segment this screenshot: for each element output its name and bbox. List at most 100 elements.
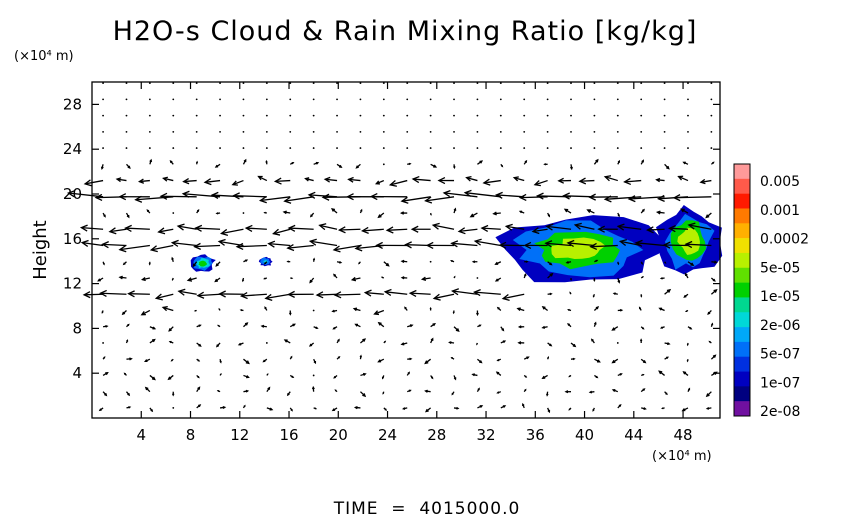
- x-tick-label: 16: [279, 426, 298, 444]
- wind-vector: [663, 82, 666, 85]
- wind-vector: [102, 356, 106, 360]
- wind-vector: [424, 358, 432, 365]
- wind-vector: [531, 227, 548, 235]
- colorbar-label: 1e-07: [760, 375, 800, 391]
- wind-vector: [195, 130, 198, 133]
- wind-vector: [149, 374, 156, 381]
- wind-vector: [354, 323, 361, 328]
- wind-vector: [290, 277, 294, 280]
- wind-vector: [588, 390, 595, 394]
- wind-vector: [380, 276, 385, 279]
- wind-vector: [203, 178, 221, 186]
- wind-vector: [616, 223, 642, 231]
- wind-vector: [124, 224, 150, 232]
- wind-vector: [408, 289, 431, 298]
- wind-vector: [148, 98, 151, 101]
- wind-vector: [663, 98, 666, 101]
- wind-vector: [333, 291, 361, 299]
- wind-vector: [215, 342, 221, 348]
- wind-vector: [705, 212, 712, 219]
- wind-vector: [219, 228, 244, 236]
- wind-vector: [312, 82, 315, 85]
- wind-vector: [710, 161, 715, 165]
- wind-vector: [496, 391, 502, 394]
- wind-vector: [517, 341, 525, 345]
- wind-vector: [627, 195, 665, 203]
- wind-vector: [243, 259, 249, 263]
- wind-vector: [586, 209, 595, 214]
- wind-vector: [359, 82, 362, 85]
- wind-vector: [195, 98, 198, 101]
- wind-vector: [311, 385, 315, 392]
- wind-vector: [168, 340, 174, 344]
- wind-vector: [504, 223, 525, 231]
- wind-vector: [149, 338, 156, 344]
- wind-vector: [463, 189, 501, 198]
- wind-vector: [687, 82, 689, 85]
- wind-vector: [500, 340, 507, 344]
- wind-vector: [476, 310, 479, 317]
- wind-vector: [127, 290, 150, 298]
- y-tick-label: 24: [63, 140, 82, 158]
- y-tick-label: 16: [63, 230, 82, 248]
- wind-vector: [450, 259, 455, 263]
- wind-vector: [312, 147, 315, 149]
- wind-vector: [710, 147, 713, 149]
- wind-vector: [289, 114, 292, 117]
- wind-vector: [640, 114, 643, 117]
- wind-vector: [570, 357, 576, 361]
- wind-vector: [682, 371, 689, 376]
- wind-vector: [263, 211, 267, 214]
- wind-vector: [137, 178, 150, 184]
- wind-vector: [430, 337, 434, 344]
- wind-vector: [663, 114, 666, 117]
- wind-vector: [593, 114, 596, 117]
- wind-vector: [566, 239, 595, 248]
- wind-vector: [388, 179, 408, 187]
- wind-vector: [457, 227, 478, 235]
- wind-vector: [406, 98, 409, 101]
- wind-vector: [363, 289, 384, 297]
- wind-vector: [359, 114, 362, 117]
- wind-vector: [118, 193, 150, 201]
- wind-vector: [518, 193, 548, 202]
- wind-vector: [617, 212, 620, 218]
- x-tick-label: 24: [378, 426, 397, 444]
- wind-vector: [170, 358, 174, 362]
- wind-vector: [664, 342, 671, 346]
- wind-vector: [287, 290, 314, 298]
- wind-vector: [603, 175, 618, 182]
- wind-vector: [640, 159, 644, 165]
- colorbar-swatch: [734, 164, 750, 180]
- wind-vector: [102, 324, 109, 328]
- colorbar-swatch: [734, 223, 750, 239]
- wind-vector: [453, 98, 455, 101]
- wind-vector: [312, 257, 316, 262]
- wind-vector: [429, 98, 432, 101]
- wind-vector: [313, 161, 320, 165]
- wind-vector: [377, 212, 385, 219]
- wind-vector: [501, 293, 525, 301]
- wind-vector: [640, 276, 644, 279]
- x-tick-label: 32: [476, 426, 495, 444]
- wind-vector: [641, 407, 647, 410]
- wind-vector: [546, 147, 549, 149]
- wind-vector: [308, 342, 315, 347]
- wind-vector: [476, 387, 480, 392]
- wind-vector: [406, 114, 409, 117]
- wind-vector: [568, 407, 572, 411]
- wind-vector: [617, 277, 621, 284]
- wind-vector: [149, 326, 157, 330]
- colorbar-swatch: [734, 178, 750, 194]
- wind-vector: [273, 177, 291, 185]
- wind-vector: [264, 306, 268, 311]
- wind-vector: [99, 289, 127, 298]
- wind-vector: [500, 163, 504, 168]
- cloud-region-2-layer-3: [551, 237, 606, 259]
- wind-vector: [219, 405, 227, 410]
- wind-vector: [194, 224, 221, 232]
- wind-vector: [267, 240, 291, 248]
- x-tick-label: 40: [575, 426, 594, 444]
- wind-vector: [126, 323, 130, 328]
- wind-vector: [710, 354, 717, 360]
